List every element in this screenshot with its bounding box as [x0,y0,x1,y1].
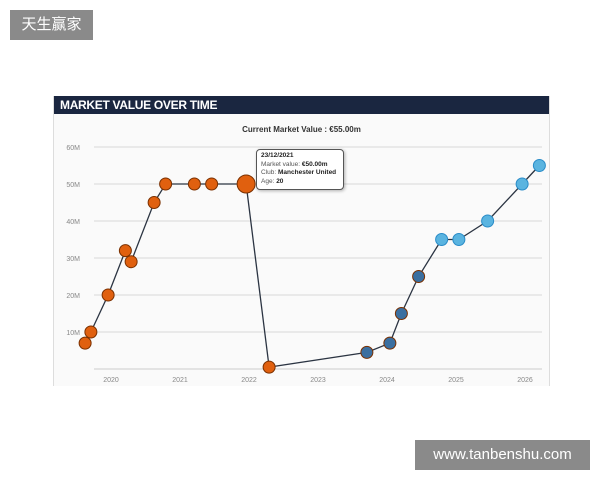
market-value-panel: MARKET VALUE OVER TIME Current Market Va… [53,96,550,386]
data-point-club-badge [383,336,397,350]
data-point-club-badge [236,174,256,194]
tooltip-mv: €50.00m [301,160,328,168]
data-point-club-badge [124,255,138,269]
tooltip-age-label: Age: [261,177,275,185]
data-point-club-badge [515,177,529,191]
x-tick-label: 2022 [241,377,257,384]
x-tick-label: 2023 [310,377,326,384]
series-line [84,165,540,368]
data-point-club-badge [118,244,132,258]
data-point-club-badge [187,177,201,191]
data-point-club-badge [394,307,408,320]
data-point-club-badge [412,270,426,283]
x-tick-label: 2020 [103,377,119,384]
data-point-club-badge [78,336,92,350]
x-tick-label: 2021 [172,377,188,384]
data-point-club-badge [147,196,161,209]
chart-title: Current Market Value : €55.00m [242,125,361,134]
tooltip-club-label: Club: [261,169,277,176]
watermark-top: 天生赢家 [10,10,93,40]
data-point-club-badge [205,177,219,191]
panel-title: MARKET VALUE OVER TIME [54,96,549,114]
y-tick-label: 20M [66,293,80,300]
tooltip-club: Manchester United [278,169,337,176]
data-point-club-badge [481,214,495,228]
data-point-club-badge [159,177,173,191]
tooltip: 23/12/2021 Market value: €50.00m Club: M… [256,149,344,190]
data-point-club-badge [435,233,449,246]
x-tick-label: 2026 [517,377,533,384]
y-tick-label: 30M [66,256,80,263]
x-tick-label: 2024 [379,377,395,384]
data-point-club-badge [532,159,546,172]
data-point-club-badge [101,288,115,302]
y-tick-label: 40M [66,219,80,226]
tooltip-mv-label: Market value: [261,160,301,168]
data-point-club-badge [262,360,276,374]
data-point-club-badge [84,325,98,339]
y-tick-label: 60M [66,145,80,152]
x-tick-label: 2025 [448,377,464,384]
tooltip-age: 20 [276,177,284,185]
tooltip-date: 23/12/2021 [261,152,294,159]
y-tick-label: 10M [66,330,80,337]
data-point-club-badge [452,233,466,246]
data-point-club-badge [360,345,374,359]
y-tick-label: 50M [66,182,80,189]
market-value-chart: 10M 20M 30M 40M 50M 60M 2020 2021 2022 2023 2024 20… [66,145,546,384]
watermark-bottom: www.tanbenshu.com [415,440,590,470]
